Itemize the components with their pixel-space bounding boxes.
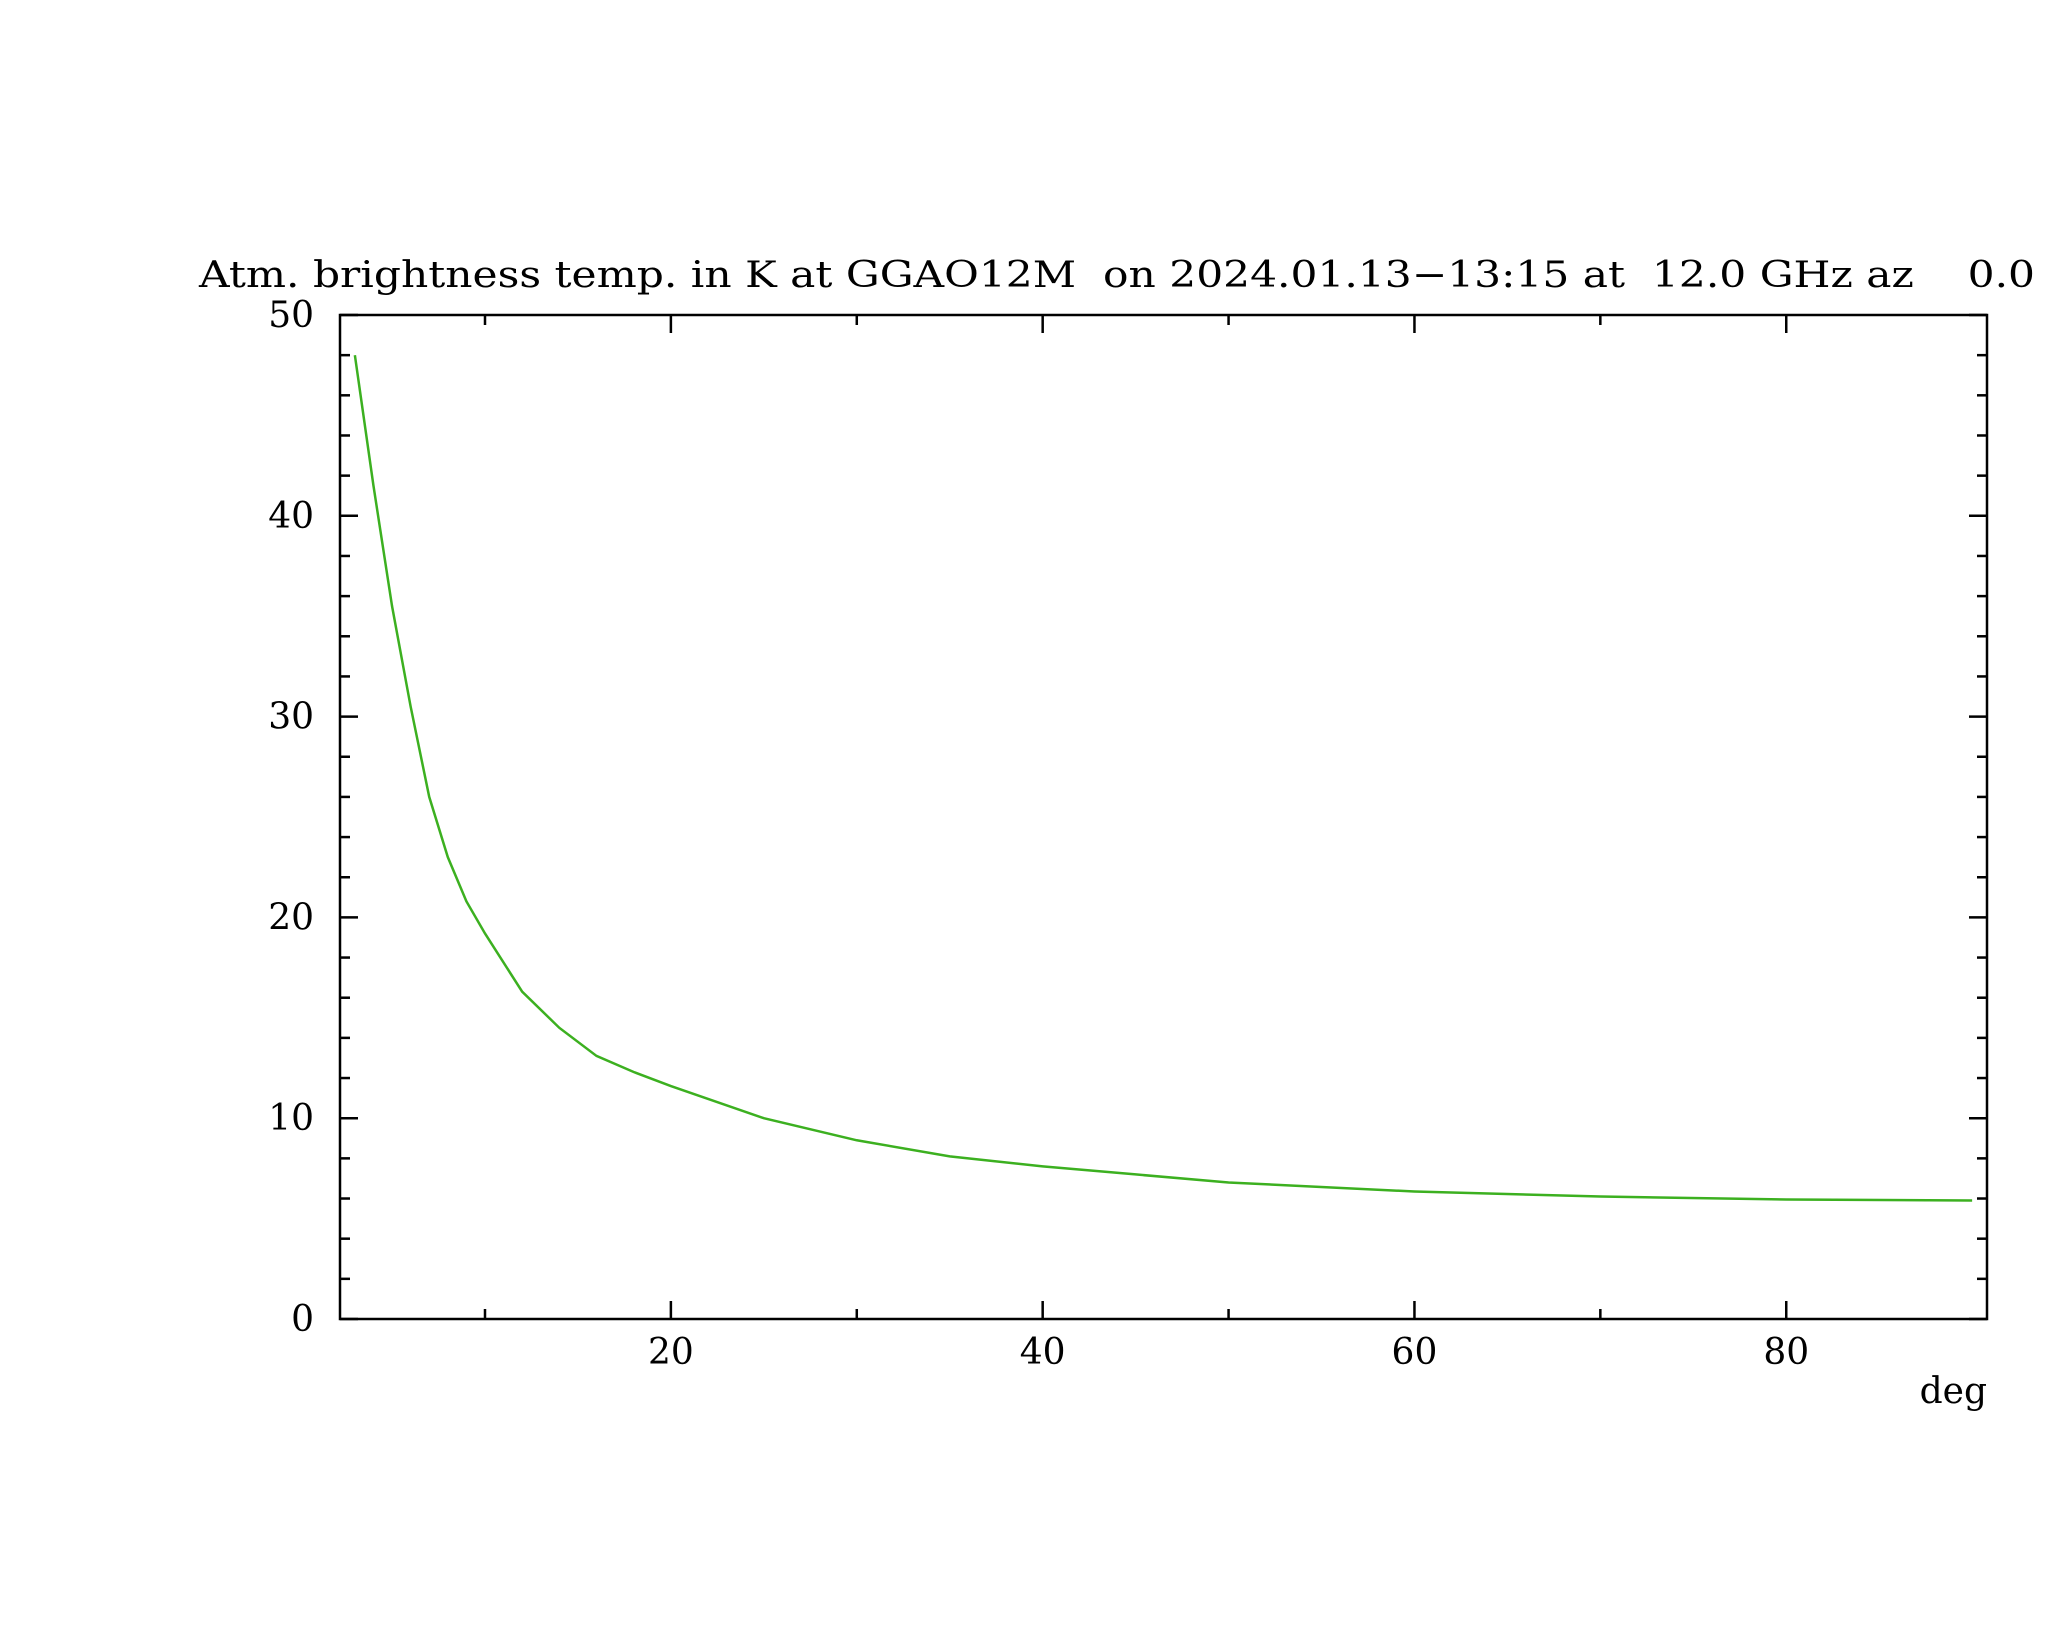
y-tick-label: 30: [268, 697, 314, 738]
x-axis-label: deg: [1920, 1371, 1987, 1412]
y-tick-label: 40: [268, 496, 314, 537]
chart-title: Atm. brightness temp. in K at GGAO12M on…: [198, 255, 2035, 296]
x-tick-label: 40: [1020, 1332, 1066, 1373]
x-tick-label: 80: [1763, 1332, 1809, 1373]
data-line: [353, 354, 1973, 1202]
y-tick-label: 0: [291, 1299, 314, 1340]
y-tick-label: 10: [268, 1098, 314, 1139]
x-tick-label: 20: [648, 1332, 694, 1373]
plot-frame: [338, 313, 1989, 1321]
x-tick-label: 60: [1392, 1332, 1438, 1373]
y-tick-label: 20: [268, 897, 314, 938]
y-tick-label: 50: [268, 295, 314, 336]
